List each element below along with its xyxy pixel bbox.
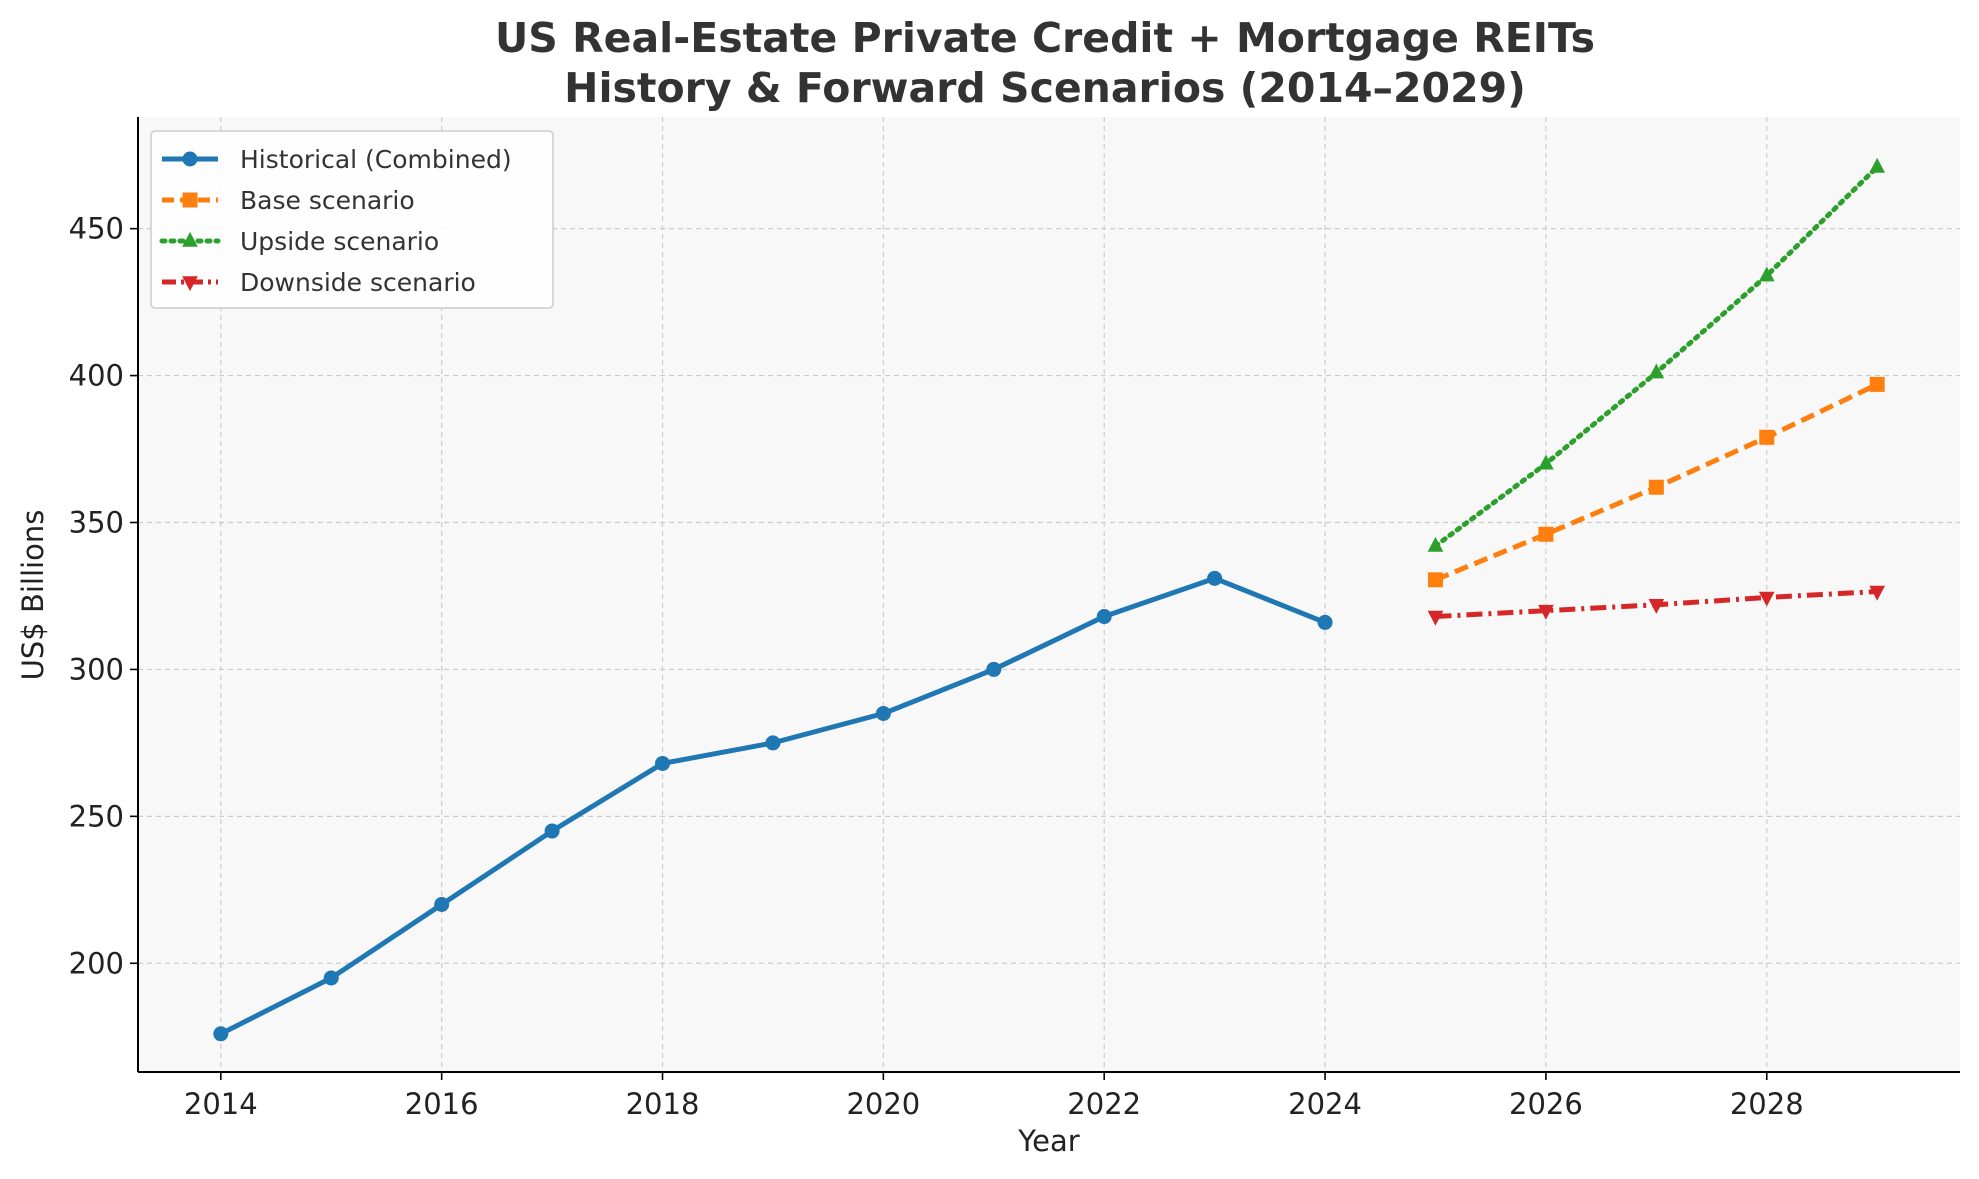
data-point-circle [213,1026,229,1042]
series-3 [1427,585,1886,626]
data-point-circle [544,823,560,839]
data-point-triangle-down [1869,585,1886,601]
series-group [213,157,1886,1042]
data-point-square [1538,526,1554,542]
data-point-square [182,192,198,208]
data-point-triangle-down [1758,591,1775,607]
data-point-triangle-up [1869,157,1886,173]
data-point-circle [1096,609,1112,625]
data-point-square [1427,572,1443,588]
legend: Historical (Combined) Base scenario Upside… [150,130,554,309]
series-1 [1427,376,1885,588]
y-tick-label: 450 [69,212,124,246]
data-point-circle [434,897,450,913]
data-point-triangle-down [1538,604,1554,620]
chart-title-line1: US Real-Estate Private Credit + Mortgage… [495,14,1595,62]
data-point-square [1869,376,1885,392]
data-point-triangle-down [182,276,198,292]
data-point-triangle-down [1648,599,1665,614]
x-tick-label: 2020 [846,1087,920,1121]
data-point-circle [1207,570,1223,586]
y-axis-label: US$ Billions [16,510,50,681]
x-tick-label: 2028 [1730,1087,1804,1121]
data-point-square [1648,479,1664,495]
data-point-triangle-up [1758,266,1775,282]
y-tick-label: 350 [69,506,124,540]
data-point-circle [875,706,891,722]
data-point-circle [765,735,781,751]
legend-label: Downside scenario [240,268,476,297]
x-tick-label: 2018 [626,1087,700,1121]
x-tick-label: 2022 [1067,1087,1141,1121]
data-point-circle [323,970,339,986]
y-tick-label: 200 [69,946,124,980]
data-point-circle [655,755,671,771]
legend-entry: Base scenario [162,186,415,215]
chart-title-line2: History & Forward Scenarios (2014–2029) [564,64,1526,112]
x-tick-label: 2016 [405,1087,479,1121]
ticks: 2014 2016 2018 2020 2022 2024 2026 2028 200 250 30… [69,212,1804,1121]
data-point-triangle-up [1648,363,1665,379]
series-2 [1427,157,1886,552]
y-tick-label: 250 [69,799,124,833]
legend-label: Historical (Combined) [240,145,512,174]
data-point-circle [986,661,1002,677]
legend-label: Upside scenario [240,227,439,256]
data-point-triangle-up [182,231,198,247]
data-point-square [1759,429,1775,445]
y-tick-label: 300 [69,652,124,686]
x-axis-label: Year [1017,1124,1079,1158]
legend-entry: Historical (Combined) [162,145,512,174]
legend-box [150,130,554,309]
grid [138,117,1960,1072]
data-point-triangle-up [1538,454,1554,470]
legend-entries: Historical (Combined) Base scenario Upside… [159,145,512,297]
y-tick-label: 400 [69,359,124,393]
data-point-circle [1317,614,1333,630]
legend-label: Base scenario [240,186,415,215]
x-tick-label: 2024 [1288,1087,1362,1121]
series-0 [213,570,1333,1042]
legend-entry: Upside scenario [159,227,439,256]
x-tick-label: 2026 [1509,1087,1583,1121]
data-point-circle [182,151,198,167]
data-point-triangle-down [1427,610,1444,626]
legend-entry: Downside scenario [162,268,476,297]
x-tick-label: 2014 [184,1087,258,1121]
data-point-triangle-up [1427,536,1444,552]
